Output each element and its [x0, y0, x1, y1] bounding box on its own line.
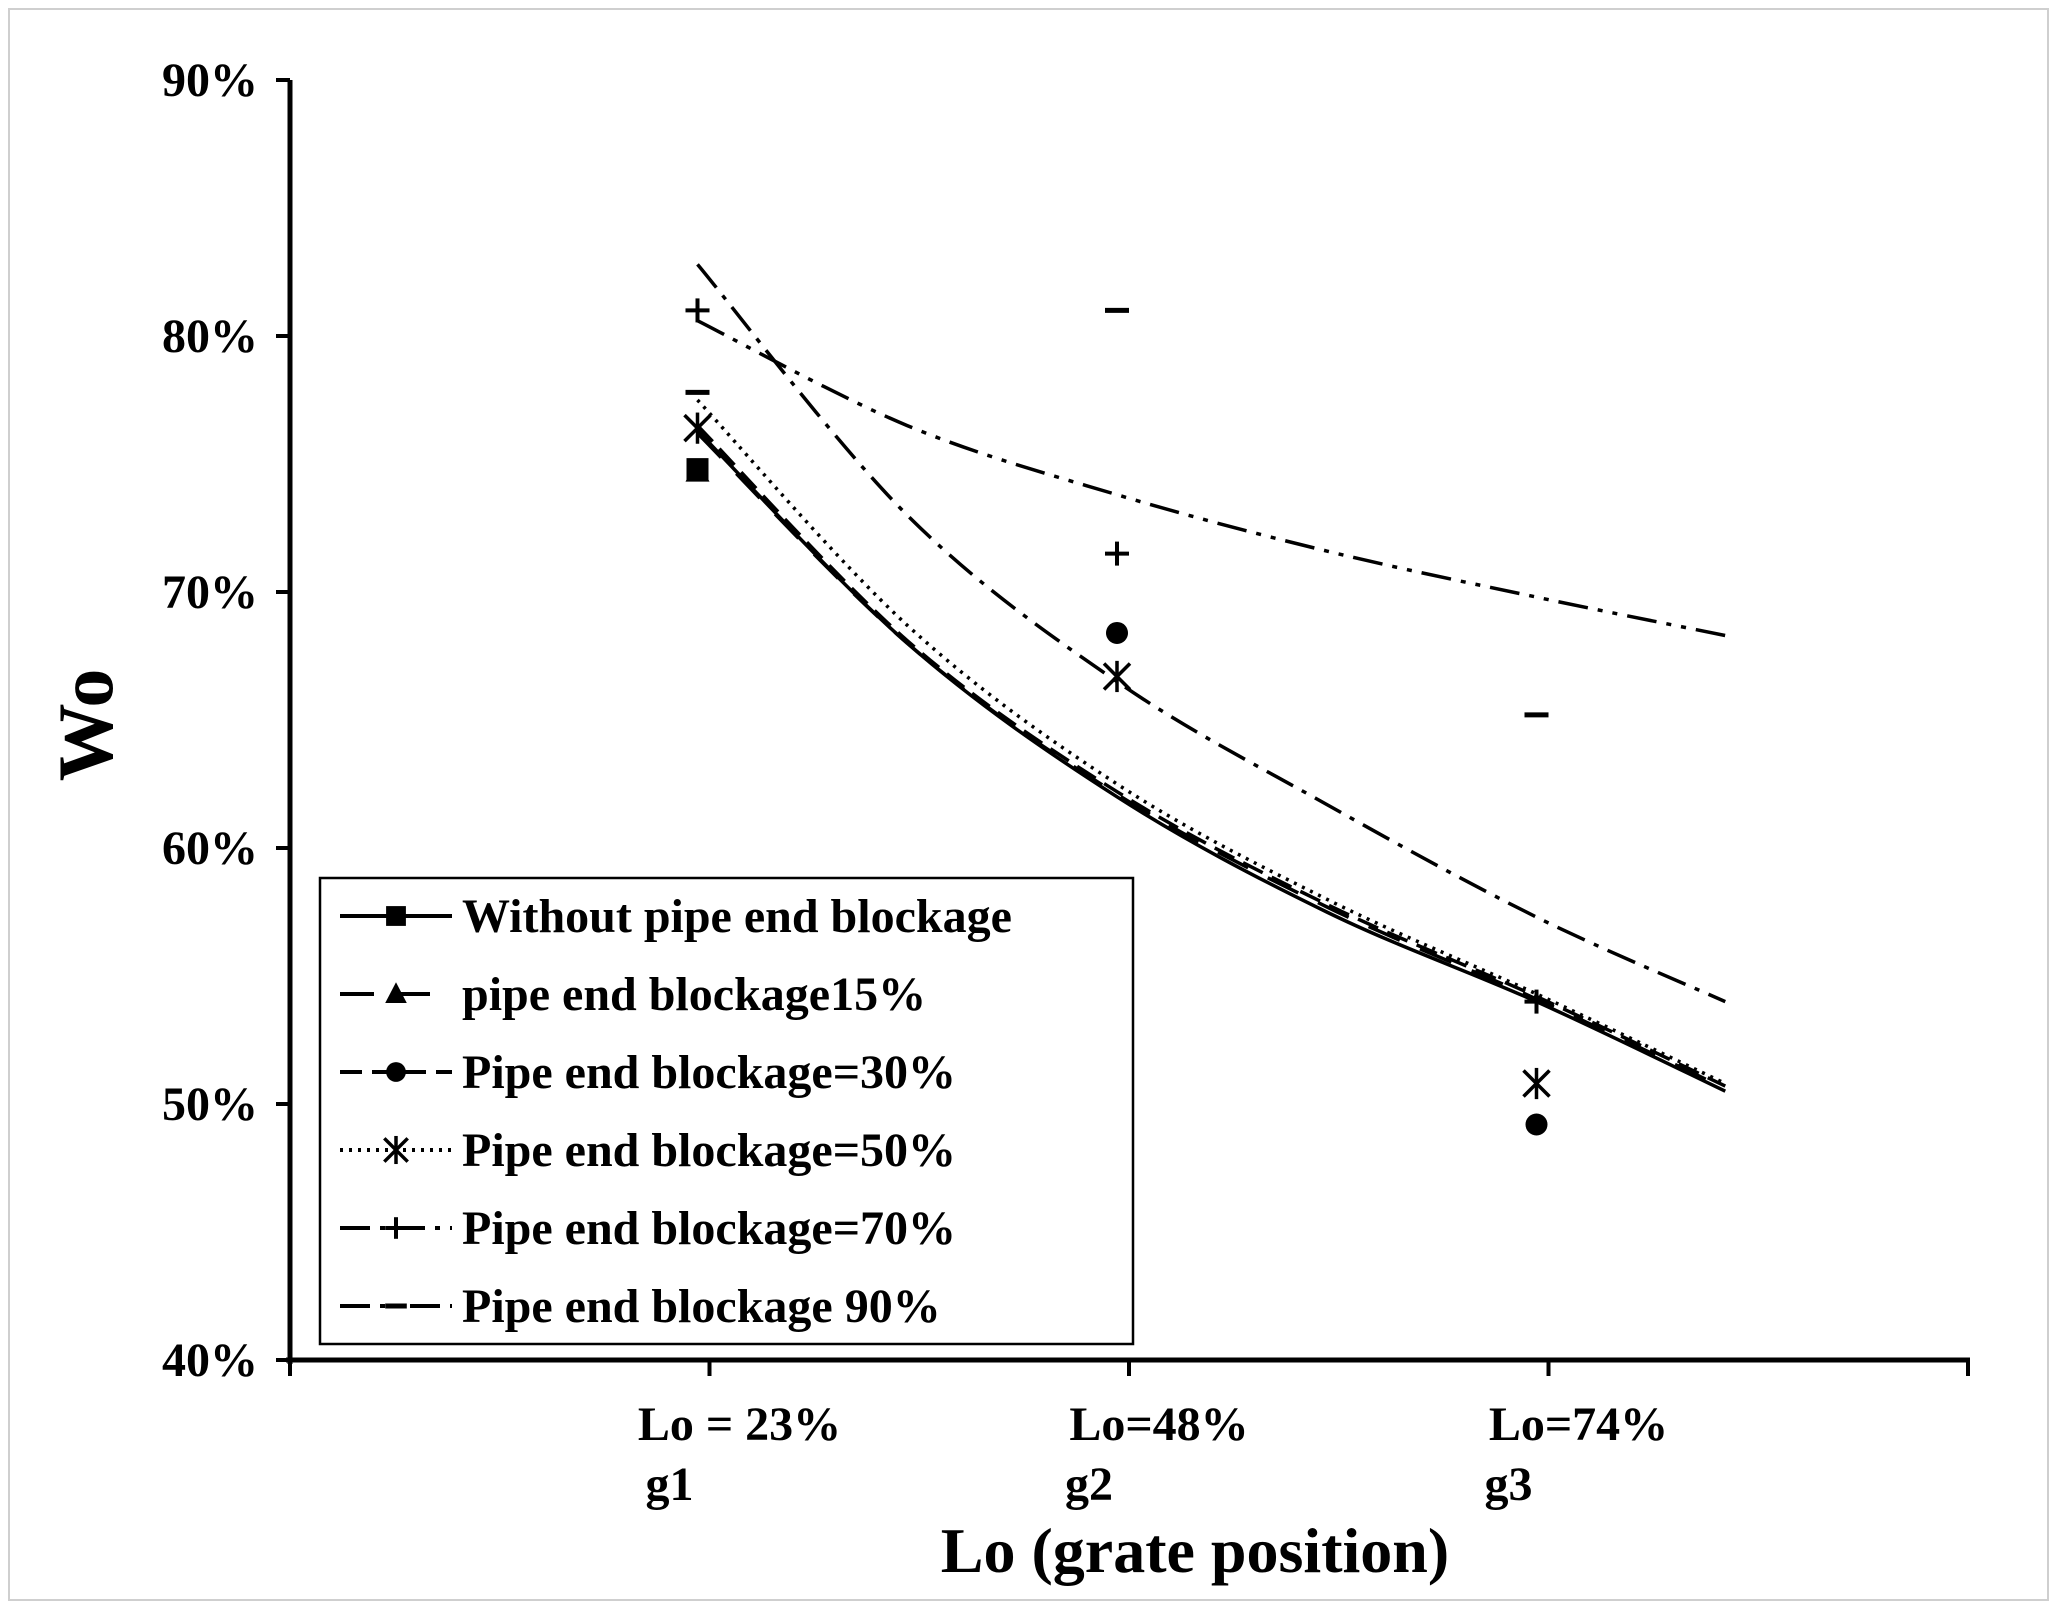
data-point — [1522, 1067, 1551, 1100]
x-tick-sublabel: g1 — [646, 1458, 694, 1511]
x-tick-sublabel: g2 — [1065, 1458, 1113, 1511]
data-point — [1106, 621, 1128, 644]
data-point — [1105, 541, 1129, 566]
data-point — [685, 458, 710, 482]
data-point — [1524, 989, 1549, 1014]
trend-line — [696, 263, 1726, 1004]
legend-marker — [386, 906, 406, 926]
legend-marker — [385, 982, 407, 1003]
y-tick-label: 50% — [162, 1078, 258, 1131]
data-point — [1102, 660, 1132, 693]
y-tick-label: 70% — [162, 566, 258, 619]
data-point — [683, 412, 712, 444]
legend-marker — [383, 1135, 409, 1165]
legend-label: Pipe end blockage 90% — [462, 1280, 941, 1333]
x-tick-label: Lo=74% — [1489, 1398, 1668, 1451]
y-tick-label: 40% — [162, 1334, 258, 1387]
legend-box — [318, 876, 1135, 1346]
x-axis-title: Lo (grate position) — [941, 1515, 1449, 1586]
legend-label: Pipe end blockage=50% — [462, 1124, 956, 1177]
legend-marker — [385, 1217, 407, 1239]
y-tick-label: 90% — [162, 54, 258, 107]
legend-marker — [386, 1062, 406, 1082]
y-axis-title: Wo — [42, 669, 129, 782]
data-markers — [683, 298, 1551, 1136]
x-tick-sublabel: g3 — [1485, 1458, 1533, 1511]
axes: 40% 50% 60% 70% 80% 90% Lo = 23% g1 Lo=48% g2 Lo=7… — [162, 54, 1970, 1511]
trend-line — [696, 398, 1727, 1086]
legend: Without pipe end blockage pipe end blocka… — [318, 876, 1135, 1346]
legend-label: pipe end blockage15% — [462, 968, 926, 1021]
data-point — [1525, 1113, 1548, 1136]
x-tick-label: Lo=48% — [1069, 1398, 1248, 1451]
x-tick-label: Lo = 23% — [638, 1398, 841, 1451]
figure-frame — [8, 8, 2049, 1601]
y-tick-label: 80% — [162, 310, 258, 363]
y-tick-label: 60% — [162, 822, 258, 875]
legend-label: Pipe end blockage=70% — [462, 1202, 956, 1255]
legend-label: Without pipe end blockage — [462, 890, 1012, 943]
legend-label: Pipe end blockage=30% — [462, 1046, 956, 1099]
data-point — [685, 298, 710, 323]
